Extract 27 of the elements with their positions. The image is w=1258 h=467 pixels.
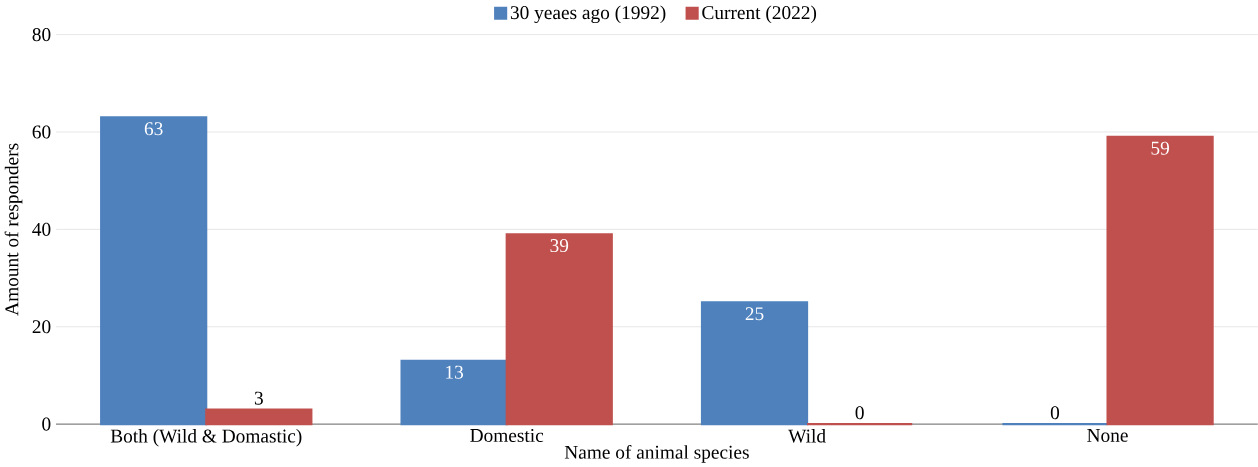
data-label: 59 [1151, 141, 1169, 155]
y-tick-label: 0 [42, 417, 51, 431]
x-tick-label: Wild [788, 428, 826, 443]
data-label: 0 [855, 406, 864, 420]
y-tick-label: 40 [32, 222, 51, 236]
bar [1106, 135, 1214, 426]
bar [700, 301, 809, 426]
bar [205, 408, 313, 426]
legend-label: 30 yeaes ago (1992) [510, 5, 666, 23]
y-tick-label: 60 [32, 125, 51, 139]
data-label: 3 [254, 391, 263, 405]
bar [400, 359, 508, 426]
y-axis-title: Amount of responders [4, 143, 23, 316]
data-label: 25 [745, 307, 764, 321]
bar [505, 233, 613, 426]
y-tick-label: 80 [32, 27, 51, 41]
data-label: 13 [446, 365, 464, 379]
x-tick-label: Domestic [470, 428, 544, 442]
x-axis-title: Name of animal species [564, 444, 749, 463]
data-label: 39 [550, 238, 569, 252]
y-tick-label: 20 [32, 320, 51, 334]
legend-label: Current (2022) [702, 5, 817, 23]
x-tick-label: None [1087, 428, 1128, 442]
data-label: 63 [144, 122, 163, 136]
x-tick-label: Both (Wild & Domastic) [110, 428, 302, 447]
data-label: 0 [1050, 406, 1060, 420]
bar [100, 116, 208, 426]
